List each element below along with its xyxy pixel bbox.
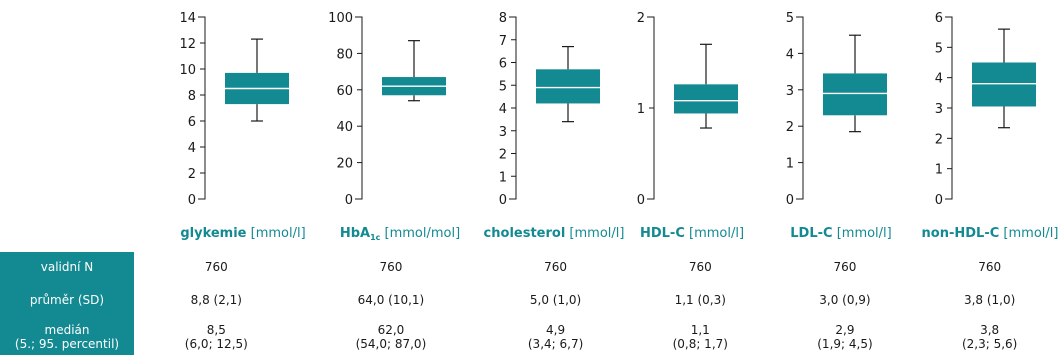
cell-n: 760 xyxy=(978,260,1002,274)
cell-median: 2,9 (1,9; 4,5) xyxy=(817,322,873,351)
y-tick-label-ldl-c: 5 xyxy=(786,11,794,26)
y-tick-label-cholesterol: 0 xyxy=(499,193,507,208)
y-tick-label-cholesterol: 7 xyxy=(499,34,507,49)
y-tick-label-glykemie: 6 xyxy=(188,115,196,130)
y-tick-label-ldl-c: 0 xyxy=(786,193,794,208)
iqr-box-non-hdl-c xyxy=(972,62,1036,107)
boxplot-charts: 0246810121402040608010001234567801201234… xyxy=(179,11,1036,208)
iqr-box-cholesterol xyxy=(536,69,600,104)
y-tick-label-glykemie: 2 xyxy=(188,167,196,182)
cell-median: 1,1 (0,8; 1,7) xyxy=(672,322,728,351)
y-tick-label-hba1c: 20 xyxy=(336,157,353,172)
cell-mean: 5,0 (1,0) xyxy=(529,293,582,307)
y-tick-label-glykemie: 0 xyxy=(188,193,196,208)
y-tick-label-ldl-c: 4 xyxy=(786,47,794,62)
cell-median: 3,8 (2,3; 5,6) xyxy=(961,322,1018,351)
y-axis-ldl-c xyxy=(796,16,804,200)
var-label-non-hdl-c: non-HDL-C [mmol/l] xyxy=(921,226,1059,241)
cell-median: 62,0 (54,0; 87,0) xyxy=(355,322,427,351)
y-axis-hba1c xyxy=(355,16,363,200)
row-label-n: validní N xyxy=(0,252,134,282)
y-tick-label-hba1c: 60 xyxy=(336,84,353,99)
y-tick-label-ldl-c: 3 xyxy=(786,84,794,99)
y-tick-label-cholesterol: 5 xyxy=(499,79,507,94)
y-tick-label-hba1c: 80 xyxy=(336,47,353,62)
cell-median: 8,5 (6,0; 12,5) xyxy=(184,322,248,351)
y-tick-label-cholesterol: 8 xyxy=(499,11,507,26)
var-label-hba1c: HbA1c [mmol/mol] xyxy=(339,226,461,242)
y-tick-label-cholesterol: 4 xyxy=(499,102,507,117)
y-tick-label-non-hdl-c: 0 xyxy=(935,193,943,208)
y-tick-label-glykemie: 8 xyxy=(188,89,196,104)
y-tick-label-ldl-c: 1 xyxy=(786,157,794,172)
y-tick-label-non-hdl-c: 1 xyxy=(935,163,943,178)
cell-n: 760 xyxy=(544,260,568,274)
y-tick-label-hba1c: 0 xyxy=(345,193,353,208)
y-tick-label-cholesterol: 2 xyxy=(499,148,507,163)
y-tick-label-glykemie: 4 xyxy=(188,141,196,156)
y-tick-label-cholesterol: 1 xyxy=(499,170,507,185)
iqr-box-hdl-c xyxy=(674,84,738,114)
table-row-mean: průměr (SD) 8,8 (2,1) 64,0 (10,1) 5,0 (1… xyxy=(0,282,1062,318)
cell-n: 760 xyxy=(688,260,712,274)
cell-n: 760 xyxy=(379,260,403,274)
var-label-ldl-c: LDL-C [mmol/l] xyxy=(790,226,892,241)
y-tick-label-hdl-c: 2 xyxy=(637,11,645,26)
y-tick-label-ldl-c: 2 xyxy=(786,120,794,135)
cell-mean: 3,0 (0,9) xyxy=(819,293,871,307)
y-tick-label-non-hdl-c: 2 xyxy=(935,132,943,147)
y-tick-label-non-hdl-c: 4 xyxy=(935,72,943,87)
row-label-median: medián (5.; 95. percentil) xyxy=(0,318,134,355)
y-tick-label-cholesterol: 3 xyxy=(499,125,507,140)
cell-mean: 8,8 (2,1) xyxy=(190,293,242,307)
y-tick-label-cholesterol: 6 xyxy=(499,57,507,72)
y-tick-label-non-hdl-c: 5 xyxy=(935,41,943,56)
y-tick-label-hba1c: 100 xyxy=(328,11,353,26)
y-tick-label-non-hdl-c: 6 xyxy=(935,11,943,26)
y-axis-glykemie xyxy=(198,16,206,200)
y-tick-label-non-hdl-c: 3 xyxy=(935,102,943,117)
var-label-cholesterol: cholesterol [mmol/l] xyxy=(483,226,625,241)
iqr-box-ldl-c xyxy=(823,73,887,116)
cell-mean: 3,8 (1,0) xyxy=(963,293,1016,307)
y-tick-label-glykemie: 10 xyxy=(179,63,196,78)
cell-median: 4,9 (3,4; 6,7) xyxy=(527,322,584,351)
cell-mean: 1,1 (0,3) xyxy=(674,293,726,307)
y-tick-label-glykemie: 12 xyxy=(179,37,196,52)
cell-mean: 64,0 (10,1) xyxy=(357,293,425,307)
cell-n: 760 xyxy=(833,260,857,274)
table-row-median: medián (5.; 95. percentil) 8,5 (6,0; 12,5… xyxy=(0,318,1062,355)
table-row-n: validní N 760 760 760 760 760 760 xyxy=(0,252,1062,282)
row-label-mean: průměr (SD) xyxy=(0,282,134,318)
y-tick-label-hba1c: 40 xyxy=(336,120,353,135)
y-tick-label-glykemie: 14 xyxy=(179,11,196,26)
var-label-hdl-c: HDL-C [mmol/l] xyxy=(639,226,745,241)
cell-n: 760 xyxy=(204,260,228,274)
var-label-glykemie: glykemie [mmol/l] xyxy=(180,226,306,241)
y-tick-label-hdl-c: 1 xyxy=(637,102,645,117)
y-tick-label-hdl-c: 0 xyxy=(637,193,645,208)
stats-table: validní N 760 760 760 760 760 760 průměr… xyxy=(0,252,1062,355)
